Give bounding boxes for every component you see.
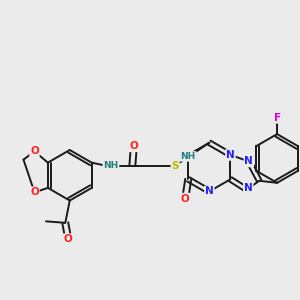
Text: O: O bbox=[130, 141, 138, 151]
Text: N: N bbox=[226, 150, 235, 160]
Text: O: O bbox=[30, 188, 39, 197]
Text: N: N bbox=[244, 183, 253, 193]
Text: F: F bbox=[274, 113, 281, 123]
Text: O: O bbox=[64, 234, 73, 244]
Text: N: N bbox=[244, 156, 253, 167]
Text: O: O bbox=[181, 194, 190, 204]
Text: S: S bbox=[171, 160, 179, 171]
Text: N: N bbox=[205, 187, 214, 196]
Text: NH: NH bbox=[181, 152, 196, 161]
Text: NH: NH bbox=[103, 161, 118, 170]
Text: O: O bbox=[30, 146, 39, 156]
